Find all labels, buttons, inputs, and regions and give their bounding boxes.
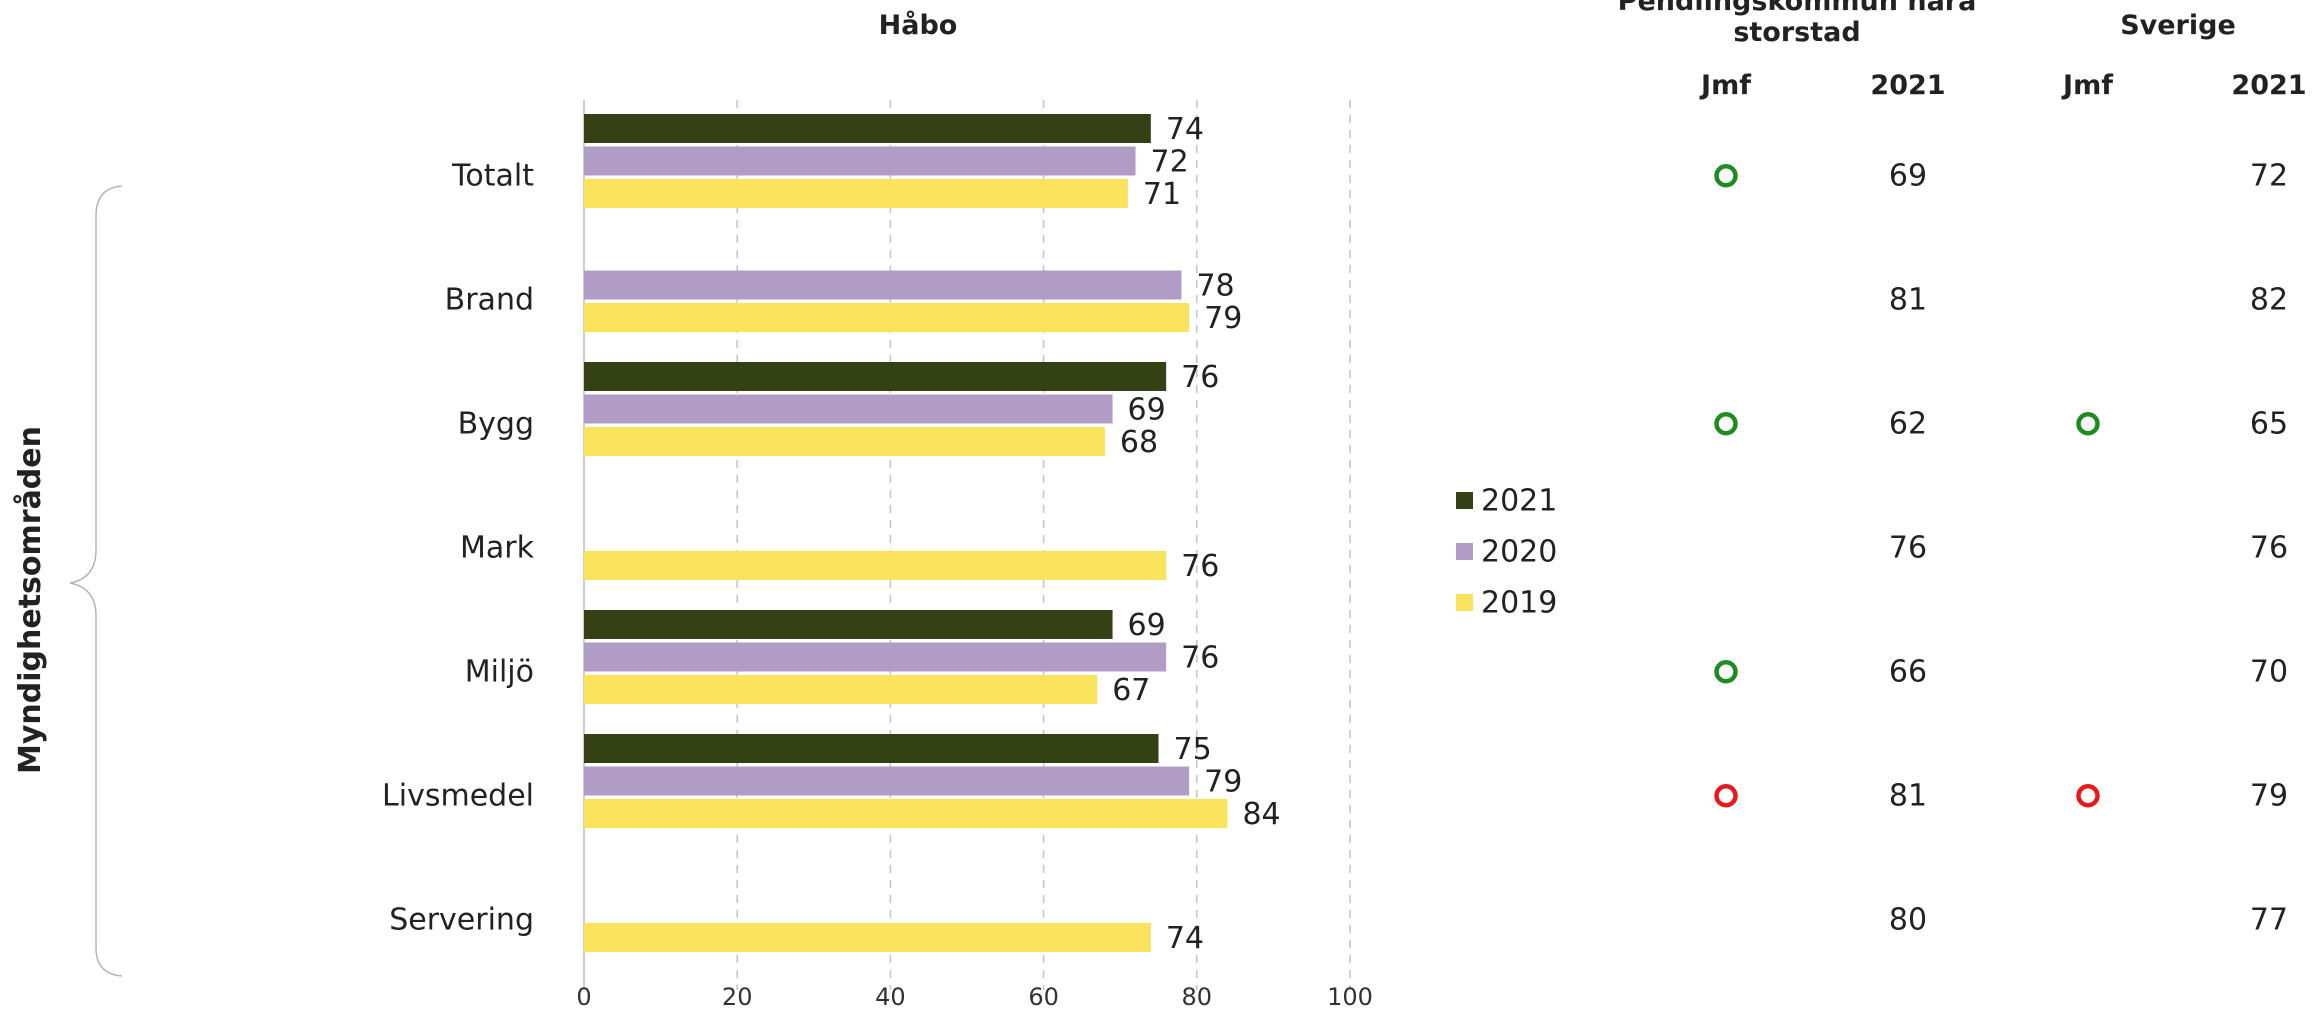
category-label: Bygg — [458, 406, 534, 441]
bar-2019 — [584, 303, 1190, 332]
bar-2021 — [584, 362, 1167, 391]
bar-value-label: 74 — [1166, 921, 1204, 956]
bar-2019 — [584, 179, 1128, 208]
category-label: Totalt — [451, 158, 534, 193]
table-value: 72 — [2250, 158, 2288, 193]
table-value: 69 — [1889, 158, 1927, 193]
table-value: 65 — [2250, 406, 2288, 441]
bar-value-label: 71 — [1143, 177, 1181, 212]
bar-2020 — [584, 394, 1113, 424]
table-value: 82 — [2250, 282, 2288, 317]
table-value: 70 — [2250, 654, 2288, 689]
bar-value-label: 79 — [1204, 765, 1242, 800]
category-label: Mark — [460, 530, 535, 565]
group-label: Myndighetsområden — [12, 426, 48, 774]
bar-value-label: 78 — [1196, 269, 1234, 304]
legend-label: 2020 — [1481, 535, 1557, 570]
bar-value-label: 76 — [1181, 549, 1219, 584]
bar-2019 — [584, 799, 1228, 828]
year-header: 2021 — [2231, 70, 2306, 101]
bar-2020 — [584, 766, 1190, 796]
x-tick-label: 0 — [576, 983, 591, 1009]
bar-2021 — [584, 114, 1151, 143]
bar-value-label: 69 — [1128, 393, 1166, 428]
table-value: 66 — [1889, 654, 1927, 689]
x-tick-label: 80 — [1182, 983, 1213, 1009]
table-title: Pendlingskommun nära — [1618, 0, 1977, 17]
bar-2020 — [584, 270, 1182, 300]
bar-2019 — [584, 551, 1167, 580]
bars — [584, 114, 1228, 952]
bar-2020 — [584, 146, 1136, 176]
bar-2021 — [584, 610, 1113, 639]
category-label: Servering — [389, 902, 534, 937]
x-tick-label: 60 — [1028, 983, 1059, 1009]
bar-value-label: 68 — [1120, 425, 1158, 460]
legend-swatch-2019 — [1456, 594, 1473, 611]
legend: 2021 2020 2019 — [1456, 484, 1557, 621]
table-value: 76 — [1889, 530, 1927, 565]
table-value: 80 — [1889, 902, 1927, 937]
bar-2019 — [584, 427, 1105, 456]
x-tick-label: 40 — [875, 983, 906, 1009]
x-tick-label: 100 — [1327, 983, 1373, 1009]
table-value: 81 — [1889, 778, 1927, 813]
bar-2020 — [584, 642, 1167, 672]
legend-label: 2021 — [1481, 484, 1557, 519]
table-title: storstad — [1733, 17, 1860, 48]
category-label: Livsmedel — [382, 778, 534, 813]
jmf-indicator-green — [1714, 412, 1738, 436]
jmf-indicator-red — [1714, 784, 1738, 808]
group-bracket — [69, 185, 123, 977]
chart-title: Håbo — [879, 9, 958, 41]
table-value: 62 — [1889, 406, 1927, 441]
category-label: Miljö — [465, 654, 534, 689]
bar-2019 — [584, 923, 1151, 952]
legend-swatch-2020 — [1456, 543, 1473, 560]
bar-2019 — [584, 675, 1098, 704]
jmf-indicator-green — [2076, 412, 2100, 436]
bar-value-label: 79 — [1204, 301, 1242, 336]
bar-2021 — [584, 734, 1159, 763]
jmf-indicator-red — [2076, 784, 2100, 808]
bar-value-label: 67 — [1112, 673, 1150, 708]
jmf-header: Jmf — [1699, 70, 1751, 101]
legend-swatch-2021 — [1456, 492, 1473, 509]
table-value: 79 — [2250, 778, 2288, 813]
category-label: Brand — [445, 282, 534, 317]
table-value: 76 — [2250, 530, 2288, 565]
jmf-header: Jmf — [2061, 70, 2113, 101]
bar-value-label: 69 — [1128, 608, 1166, 643]
jmf-indicator-green — [1714, 164, 1738, 188]
year-header: 2021 — [1870, 70, 1945, 101]
table-title: Sverige — [2120, 10, 2236, 41]
bar-value-label: 74 — [1166, 112, 1204, 147]
jmf-indicator-green — [1714, 660, 1738, 684]
bar-value-label: 76 — [1181, 641, 1219, 676]
bar-value-label: 72 — [1151, 145, 1189, 180]
bar-value-label: 76 — [1181, 360, 1219, 395]
legend-label: 2019 — [1481, 586, 1557, 621]
gridlines — [583, 100, 1351, 990]
table-value: 77 — [2250, 902, 2288, 937]
table-value: 81 — [1889, 282, 1927, 317]
bar-value-label: 75 — [1174, 732, 1212, 767]
x-tick-label: 20 — [722, 983, 753, 1009]
bar-value-label: 84 — [1242, 797, 1280, 832]
